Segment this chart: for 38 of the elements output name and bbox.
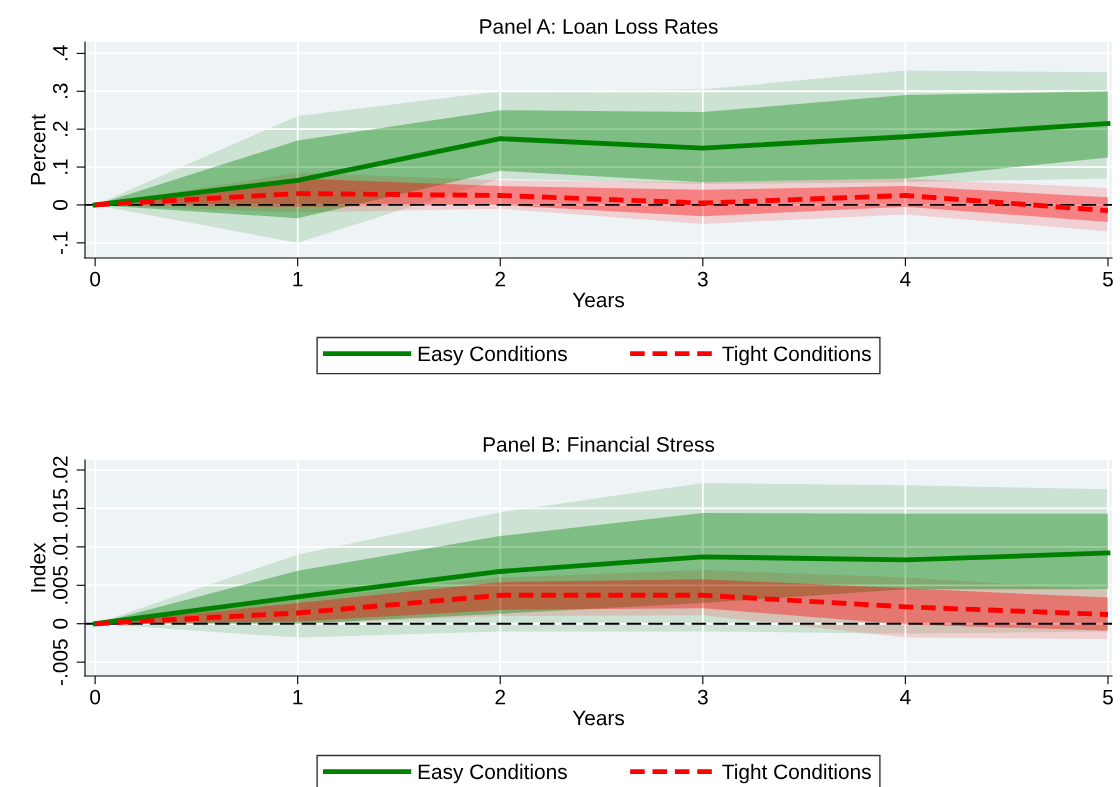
y-tick-label: .3 <box>52 83 68 99</box>
x-tick-label: 4 <box>900 271 911 287</box>
legend-label: Easy Conditions <box>418 345 567 366</box>
x-axis-title: Years <box>572 710 625 726</box>
x-tick-label: 0 <box>90 689 101 705</box>
chart-title: Panel A: Loan Loss Rates <box>480 18 718 34</box>
x-tick-label: 1 <box>293 271 303 287</box>
x-tick-label: 2 <box>495 689 505 705</box>
x-tick-label: 3 <box>697 689 708 705</box>
legend-label: Easy Conditions <box>418 763 567 784</box>
x-tick-label: 1 <box>293 689 303 705</box>
x-tick-label: 5 <box>1102 271 1113 287</box>
legend-label: Tight Conditions <box>722 345 871 366</box>
y-tick-label: .1 <box>53 159 68 174</box>
line-series <box>92 592 1111 627</box>
y-tick-label: .02 <box>52 456 68 483</box>
y-tick-label: .01 <box>52 533 68 560</box>
y-axis-title: Percent <box>30 114 46 185</box>
y-axis-title: Index <box>30 542 46 592</box>
y-tick-label: -.1 <box>53 231 68 255</box>
x-tick-label: 3 <box>697 271 708 287</box>
x-axis-title: Years <box>572 292 625 308</box>
y-tick-label: 0 <box>52 199 68 210</box>
line-series <box>92 191 1111 214</box>
y-tick-label: -.005 <box>52 639 68 685</box>
x-tick-label: 4 <box>900 689 911 705</box>
x-tick-label: 0 <box>90 271 101 287</box>
y-tick-label: .015 <box>52 489 68 527</box>
y-tick-label: .2 <box>52 121 68 136</box>
line-series <box>92 550 1111 627</box>
chart-title: Panel B: Financial Stress <box>483 436 715 452</box>
line-series <box>92 121 1111 208</box>
y-tick-label: 0 <box>52 618 68 629</box>
legend-label: Tight Conditions <box>722 763 871 784</box>
y-tick-label: .005 <box>52 565 68 604</box>
x-tick-label: 2 <box>495 271 505 287</box>
y-tick-label: .4 <box>53 45 68 61</box>
x-tick-label: 5 <box>1102 689 1113 705</box>
